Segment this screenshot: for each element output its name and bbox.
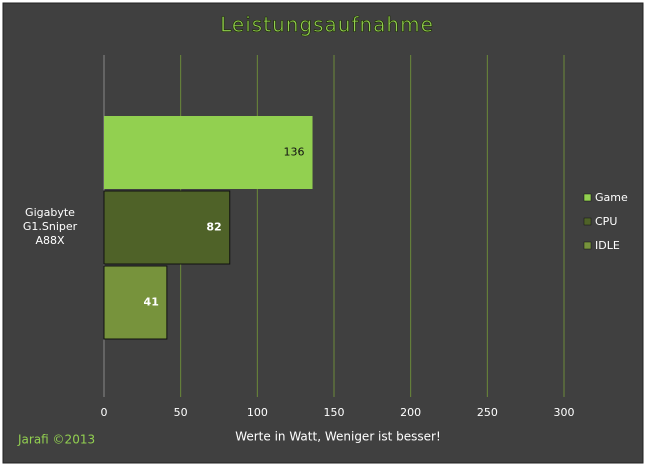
x-tick-label: 50 — [174, 406, 188, 419]
legend-label: IDLE — [595, 239, 620, 252]
legend-label: CPU — [595, 215, 617, 228]
bar — [104, 116, 313, 189]
data-label: 41 — [144, 296, 159, 309]
legend-swatch — [583, 193, 592, 202]
legend-label: Game — [595, 191, 628, 204]
x-tick-label: 100 — [247, 406, 268, 419]
chart-title: Leistungsaufnahme — [220, 13, 434, 37]
chart-background — [2, 2, 644, 464]
legend-swatch — [583, 241, 592, 250]
x-tick-label: 0 — [101, 406, 108, 419]
footer: Jarafi ©2013 — [17, 433, 95, 447]
x-tick-label: 250 — [477, 406, 498, 419]
bar — [103, 265, 168, 340]
data-label: 82 — [206, 221, 221, 234]
x-tick-label: 200 — [400, 406, 421, 419]
bar — [103, 190, 231, 265]
data-label: 136 — [284, 146, 305, 159]
category-label: Gigabyte G1.Sniper A88X — [22, 206, 78, 247]
x-axis-label: Werte in Watt, Weniger ist besser! — [235, 430, 441, 444]
x-tick-label: 300 — [554, 406, 575, 419]
x-tick-label: 150 — [324, 406, 345, 419]
legend-swatch — [583, 217, 592, 226]
